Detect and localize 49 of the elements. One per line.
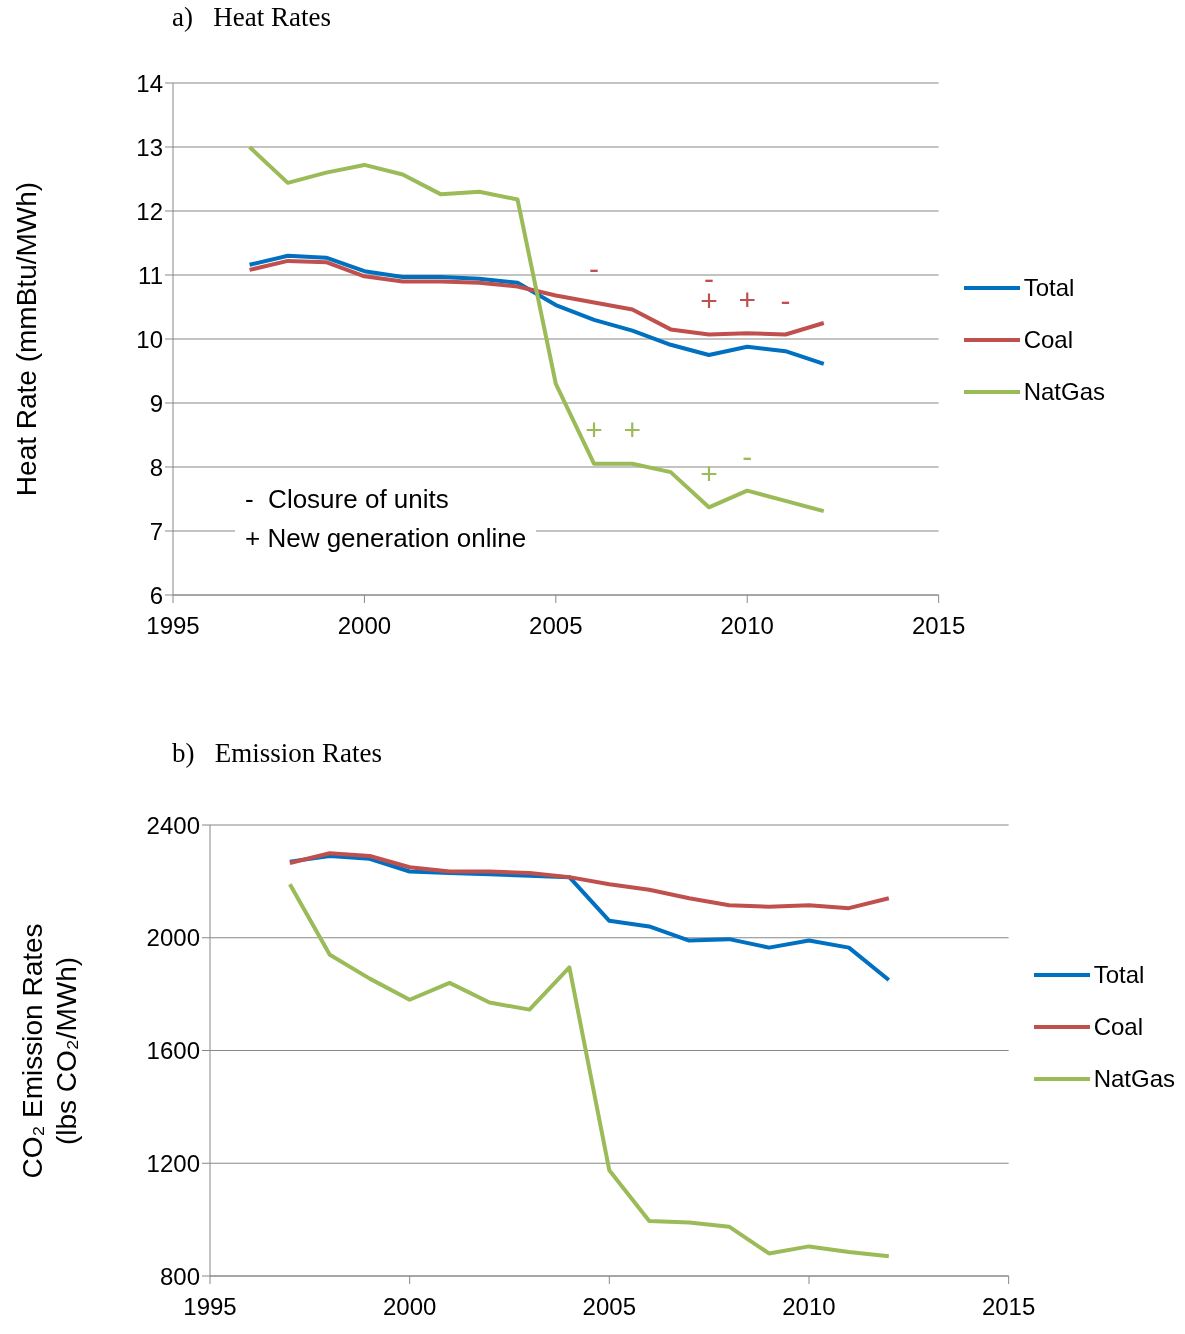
x-tick-label: 2015	[911, 612, 966, 640]
line-series	[247, 145, 826, 514]
annotation: -	[589, 252, 600, 286]
y-axis-title: CO₂ Emission Rates (lbs CO₂/MWh)	[16, 922, 83, 1179]
legend-label: NatGas	[1023, 378, 1105, 406]
x-tick-label: 2005	[582, 1293, 637, 1321]
annotation: +	[700, 284, 718, 318]
annotation: -	[780, 284, 791, 318]
y-tick-label: 13	[136, 133, 163, 161]
x-tick-label: 1995	[146, 612, 200, 640]
y-tick-label: 2000	[146, 924, 200, 952]
x-tick-label: 1995	[183, 1293, 237, 1321]
annotation: +	[585, 413, 603, 447]
legend-label: Coal	[1093, 1013, 1143, 1041]
x-tick-label: 2010	[720, 612, 774, 640]
line-series	[247, 253, 826, 366]
x-tick-label: 2000	[337, 612, 392, 640]
line-series	[247, 258, 826, 337]
annotation: -	[742, 440, 753, 474]
y-tick-label: 14	[136, 69, 163, 97]
y-tick-label: 6	[149, 581, 163, 609]
y-tick-label: 800	[159, 1262, 200, 1290]
x-tick-label: 2005	[529, 612, 583, 640]
annotation: +	[623, 413, 642, 447]
chart-title: b) Emission Rates	[172, 738, 382, 769]
y-tick-label: 1200	[146, 1149, 200, 1177]
annotation: +	[700, 456, 718, 490]
annotation: +	[738, 282, 756, 316]
y-axis-title: Heat Rate (mmBtu/MWh)	[10, 181, 43, 497]
legend-label: Total	[1093, 961, 1145, 989]
legend-label: Coal	[1023, 326, 1073, 354]
legend-label: Total	[1023, 274, 1075, 302]
chart-title: a) Heat Rates	[172, 2, 331, 33]
y-tick-label: 11	[138, 261, 163, 289]
annotation: + New generation online	[245, 522, 527, 555]
y-tick-label: 12	[136, 197, 163, 225]
x-tick-label: 2010	[782, 1293, 836, 1321]
x-tick-label: 2015	[981, 1293, 1036, 1321]
y-tick-label: 9	[149, 389, 163, 417]
y-tick-label: 2400	[146, 811, 200, 839]
legend-label: NatGas	[1093, 1065, 1175, 1093]
line-series	[287, 882, 891, 1259]
x-tick-label: 2000	[382, 1293, 437, 1321]
y-tick-label: 1600	[146, 1037, 200, 1065]
y-tick-label: 8	[149, 453, 163, 481]
y-tick-label: 10	[136, 325, 163, 353]
annotation: - Closure of units	[245, 483, 450, 516]
y-tick-label: 7	[149, 517, 163, 545]
line-series	[287, 851, 891, 911]
